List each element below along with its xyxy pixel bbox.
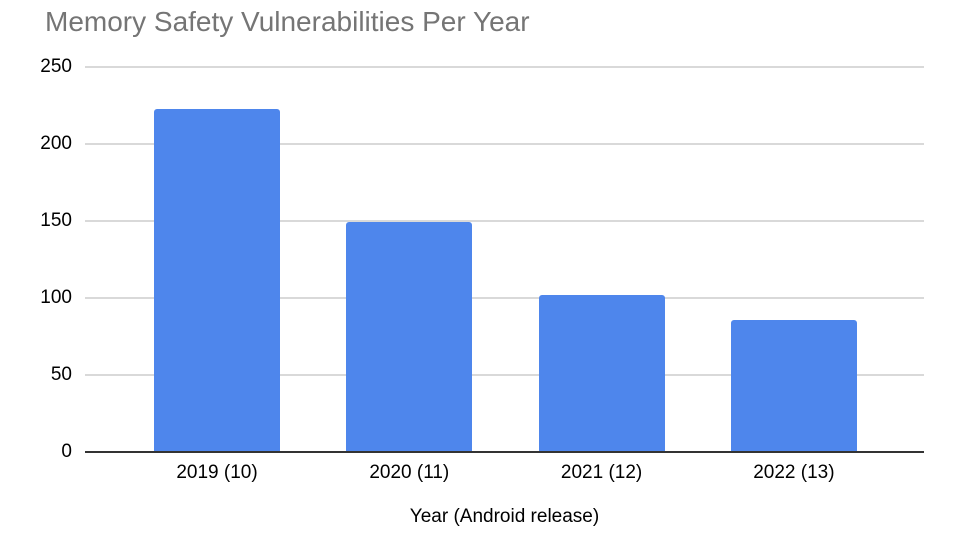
y-tick-label: 50 (50, 364, 72, 385)
gridline (85, 374, 924, 376)
y-tick-label: 100 (40, 287, 72, 308)
gridline (85, 297, 924, 299)
x-tick-label: 2020 (11) (369, 462, 450, 483)
bar (346, 221, 473, 451)
gridline (85, 143, 924, 145)
x-axis-line (85, 451, 924, 453)
bar (154, 109, 280, 451)
x-axis-title: Year (Android release) (409, 506, 600, 527)
y-tick-label: 200 (40, 133, 72, 154)
bar (730, 320, 857, 451)
gridline (85, 220, 924, 222)
y-tick-label: 250 (40, 56, 72, 77)
x-tick-label: 2019 (10) (176, 462, 258, 483)
x-tick-label: 2021 (12) (560, 462, 643, 483)
gridline (85, 66, 924, 68)
y-tick-label: 0 (61, 441, 72, 462)
chart-title: Memory Safety Vulnerabilities Per Year (45, 6, 530, 37)
bar (538, 295, 665, 451)
y-tick-label: 150 (40, 210, 72, 231)
x-tick-label: 2022 (13) (753, 462, 835, 483)
plot-area (85, 66, 924, 453)
